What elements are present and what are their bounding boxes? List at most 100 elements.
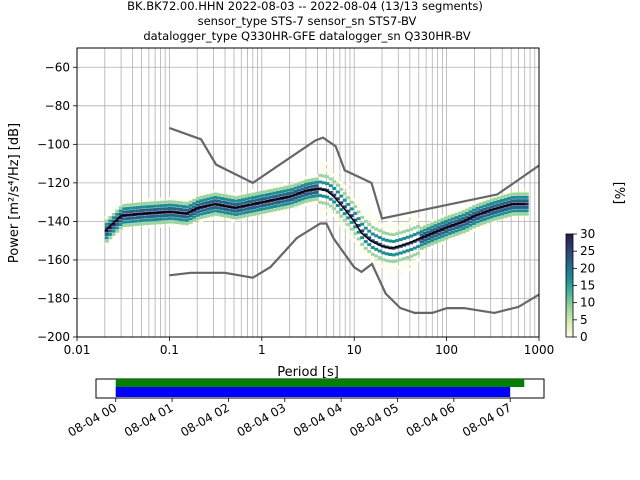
heatmap-cell	[248, 193, 253, 197]
heatmap-cell	[465, 225, 470, 229]
heatmap-cell	[314, 197, 319, 201]
heatmap-cell	[122, 220, 127, 224]
heatmap-cell	[307, 192, 312, 196]
heatmap-cell	[115, 212, 120, 216]
heatmap-cell	[370, 252, 375, 256]
colorbar: 0 5 10 15 20 25 30 [%]	[565, 182, 626, 344]
heatmap-cell	[374, 254, 379, 258]
heatmap-cell	[206, 200, 211, 204]
heatmap-cell	[433, 224, 438, 228]
heatmap-cell	[405, 222, 410, 226]
heatmap-cell	[370, 225, 375, 229]
heatmap-cell	[321, 174, 326, 178]
heatmap-cell	[223, 197, 228, 201]
heatmap-cell	[503, 218, 508, 222]
heatmap-cell	[178, 197, 183, 201]
heatmap-cell	[500, 212, 505, 216]
heatmap-cell	[416, 218, 421, 222]
heatmap-cell	[419, 243, 424, 247]
heatmap-cell	[227, 201, 232, 205]
heatmap-cell	[258, 191, 263, 195]
heatmap-cell	[342, 191, 347, 195]
heatmap-cell	[234, 196, 239, 200]
heatmap-cell	[475, 217, 480, 221]
heatmap-cell	[356, 203, 361, 207]
heatmap-cell	[167, 196, 172, 200]
heatmap-cell	[269, 202, 274, 206]
heatmap-cell	[458, 214, 463, 218]
heatmap-cell	[521, 192, 526, 196]
heatmap-cell	[258, 194, 263, 198]
heatmap-cell	[472, 218, 477, 222]
heatmap-cell	[444, 216, 449, 220]
heatmap-cell	[185, 222, 190, 226]
heatmap-cell	[409, 214, 414, 218]
heatmap-cell	[234, 202, 239, 206]
timeline-tick-label: 08-04 02	[178, 400, 232, 439]
y-tick-label: −200	[37, 330, 70, 344]
heatmap-cell	[360, 215, 365, 219]
heatmap-cell	[398, 251, 403, 255]
heatmap-cell	[293, 200, 298, 204]
heatmap-cell	[332, 200, 337, 204]
heatmap-cell	[167, 223, 172, 227]
heatmap-cell	[433, 237, 438, 241]
x-tick-label: 1	[258, 343, 266, 357]
heatmap-cell	[335, 197, 340, 201]
heatmap-cell	[416, 251, 421, 255]
heatmap-cell	[489, 215, 494, 219]
heatmap-cell	[104, 229, 109, 233]
heatmap-cell	[447, 221, 452, 225]
heatmap-cell	[426, 230, 431, 234]
heatmap-cell	[206, 214, 211, 218]
heatmap-cell	[160, 214, 165, 218]
heatmap-cell	[146, 208, 151, 212]
timeline-tick-label: 08-04 05	[347, 400, 401, 439]
heatmap-cell	[244, 214, 249, 218]
heatmap-cell	[108, 232, 113, 236]
heatmap-cell	[321, 201, 326, 205]
heatmap-cell	[458, 218, 463, 222]
heatmap-cell	[419, 230, 424, 234]
heatmap-cell	[272, 211, 277, 215]
heatmap-cell	[192, 212, 197, 216]
heatmap-cell	[132, 209, 137, 213]
heatmap-cell	[346, 202, 351, 206]
heatmap-cell	[458, 231, 463, 235]
heatmap-cell	[237, 198, 242, 202]
heatmap-cell	[335, 190, 340, 194]
heatmap-cell	[251, 195, 256, 199]
heatmap-cell	[514, 192, 519, 196]
heatmap-cell	[402, 257, 407, 261]
heatmap-cell	[188, 203, 193, 207]
heatmap-cell	[136, 199, 141, 203]
heatmap-cell	[437, 219, 442, 223]
timeline-tick-label: 08-04 01	[122, 400, 176, 439]
heatmap-cell	[248, 196, 253, 200]
heatmap-cell	[367, 222, 372, 226]
heatmap-cell	[276, 190, 281, 194]
heatmap-cell	[269, 188, 274, 192]
heatmap-cell	[248, 210, 253, 214]
heatmap-cell	[150, 204, 155, 208]
heatmap-cell	[304, 182, 309, 186]
heatmap-cell	[493, 200, 498, 204]
heatmap-cell	[514, 216, 519, 220]
heatmap-cell	[188, 207, 193, 211]
heatmap-cell	[342, 212, 347, 216]
heatmap-cell	[500, 195, 505, 199]
heatmap-cell	[241, 218, 246, 222]
heatmap-cell	[143, 222, 148, 226]
heatmap-cell	[255, 198, 260, 202]
heatmap-cell	[398, 217, 403, 221]
heatmap-cell	[286, 202, 291, 206]
heatmap-cell	[188, 224, 193, 228]
heatmap-cell	[409, 268, 414, 272]
heatmap-cell	[272, 191, 277, 195]
heatmap-cell	[360, 242, 365, 246]
heatmap-cell	[486, 216, 491, 220]
heatmap-cell	[475, 203, 480, 207]
timeline-tick-label: 08-04 06	[404, 400, 458, 439]
heatmap-cell	[517, 192, 522, 196]
heatmap-cell	[136, 202, 141, 206]
